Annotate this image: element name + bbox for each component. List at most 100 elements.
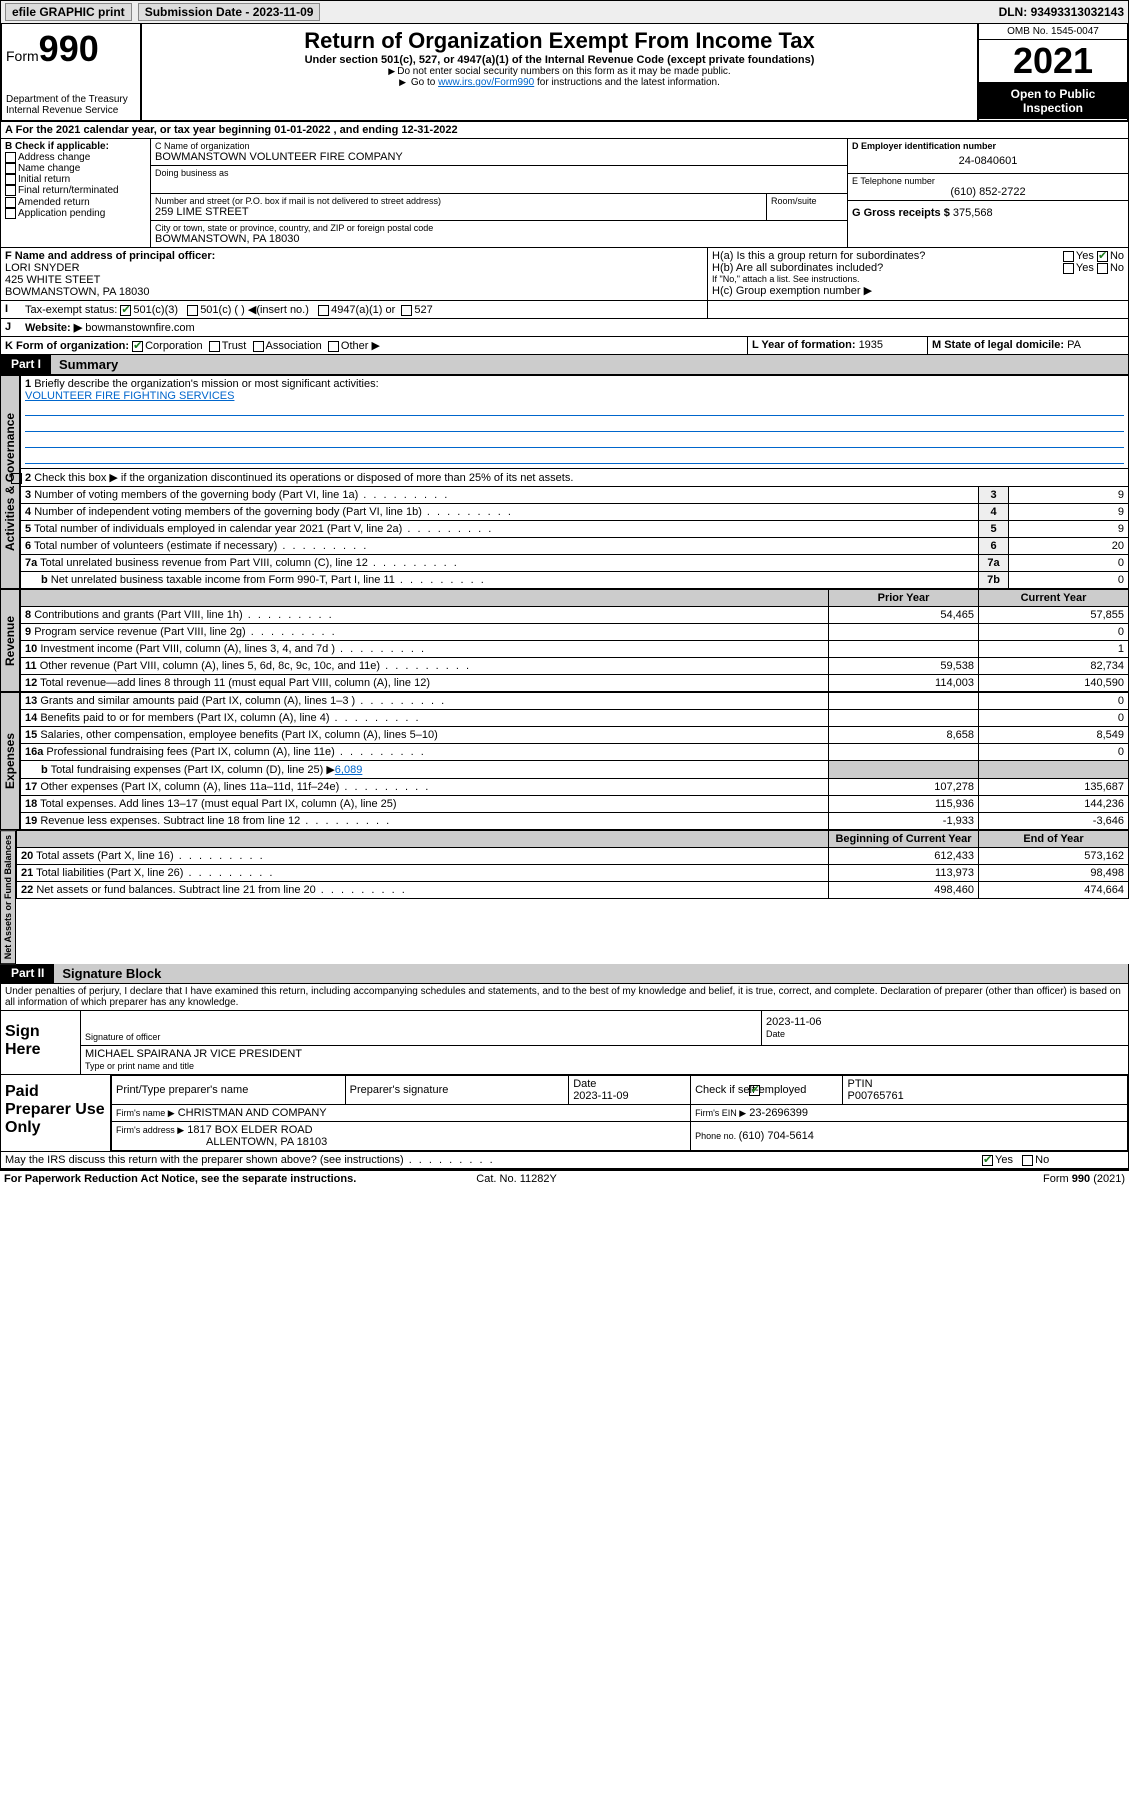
rcv: 98,498	[979, 865, 1129, 882]
rp	[829, 744, 979, 761]
rt: Investment income (Part VIII, column (A)…	[40, 643, 426, 655]
part1-title: Summary	[51, 355, 126, 374]
hc: H(c) Group exemption number ▶	[712, 284, 1124, 297]
ck-corp[interactable]	[132, 341, 143, 352]
ck-501c3[interactable]	[120, 305, 131, 316]
rt: Total number of individuals employed in …	[34, 523, 493, 535]
irs-link[interactable]: www.irs.gov/Form990	[438, 77, 534, 88]
linea-pre: For the 2021 calendar year, or tax year …	[16, 124, 275, 136]
form-label: Form	[6, 48, 39, 64]
box-b-label: B Check if applicable:	[5, 141, 146, 152]
ck-4947[interactable]	[318, 305, 329, 316]
discuss-no[interactable]	[1022, 1155, 1033, 1166]
ha-yes[interactable]	[1063, 251, 1074, 262]
i-o2: 501(c) ( ) ◀(insert no.)	[200, 304, 309, 316]
ck-501c[interactable]	[187, 305, 198, 316]
rp: 498,460	[829, 882, 979, 899]
rt: Other revenue (Part VIII, column (A), li…	[40, 660, 471, 672]
note-link: Go to www.irs.gov/Form990 for instructio…	[146, 77, 973, 88]
ckb-pending[interactable]: Application pending	[5, 208, 146, 219]
top-bar: efile GRAPHIC print Submission Date - 20…	[0, 0, 1129, 24]
l-val: 1935	[859, 339, 883, 351]
rcv: 573,162	[979, 848, 1129, 865]
rt: Net assets or fund balances. Subtract li…	[36, 884, 406, 896]
yes1: Yes	[1076, 250, 1094, 262]
k-o1: Corporation	[145, 340, 202, 352]
no2: No	[1110, 262, 1124, 274]
rc: 6	[979, 538, 1009, 555]
form-title: Return of Organization Exempt From Incom…	[146, 28, 973, 54]
net-section: Net Assets or Fund Balances Beginning of…	[0, 830, 1129, 964]
opt1: Name change	[18, 163, 80, 174]
discuss-q: May the IRS discuss this return with the…	[5, 1154, 495, 1166]
gov-l1: Briefly describe the organization's miss…	[34, 378, 378, 390]
i-label: Tax-exempt status:	[25, 304, 117, 316]
hb-no[interactable]	[1097, 263, 1108, 274]
m-val: PA	[1067, 339, 1081, 351]
rcv: 0	[979, 744, 1129, 761]
signer-name-label: Type or print name and title	[85, 1061, 194, 1071]
rn: 18	[25, 798, 37, 810]
hb: H(b) Are all subordinates included? Yes …	[712, 262, 1124, 274]
j-label: Website: ▶	[25, 322, 82, 334]
discuss-yes[interactable]	[982, 1155, 993, 1166]
ck-discontinued[interactable]	[11, 473, 22, 484]
rp	[829, 693, 979, 710]
rc: 3	[979, 487, 1009, 504]
phone: (610) 852-2722	[852, 186, 1124, 198]
opt4: Amended return	[18, 197, 90, 208]
paid-here: Paid Preparer Use Only	[1, 1075, 111, 1151]
irs-label: Internal Revenue Service	[6, 105, 136, 116]
subdate-btn[interactable]: Submission Date - 2023-11-09	[138, 3, 321, 21]
ck-self[interactable]	[749, 1085, 760, 1096]
ha-no[interactable]	[1097, 251, 1108, 262]
ck-other[interactable]	[328, 341, 339, 352]
rt: Total assets (Part X, line 16)	[36, 850, 265, 862]
ck-527[interactable]	[401, 305, 412, 316]
ckb-initial[interactable]: Initial return	[5, 174, 146, 185]
rt: Total liabilities (Part X, line 26)	[36, 867, 274, 879]
dn: No	[1035, 1154, 1049, 1166]
form-num: 990	[39, 28, 99, 69]
ckb-name[interactable]: Name change	[5, 163, 146, 174]
rn: 14	[25, 712, 37, 724]
page-footer: For Paperwork Reduction Act Notice, see …	[0, 1169, 1129, 1187]
efile-btn[interactable]: efile GRAPHIC print	[5, 3, 132, 21]
gov-row: 3 Number of voting members of the govern…	[21, 487, 1129, 504]
opt3: Final return/terminated	[18, 186, 119, 197]
exp-vlabel: Expenses	[0, 692, 20, 830]
rt: Professional fundraising fees (Part IX, …	[46, 746, 425, 758]
f-label: F Name and address of principal officer:	[5, 250, 703, 262]
rn: 19	[25, 815, 37, 827]
linea-begin: 01-01-2022	[274, 124, 330, 136]
rn: 13	[25, 695, 37, 707]
rn: 17	[25, 781, 37, 793]
ck-assoc[interactable]	[253, 341, 264, 352]
rp: -1,933	[829, 813, 979, 830]
sign-date-label: Date	[766, 1029, 785, 1039]
omb: OMB No. 1545-0047	[979, 24, 1127, 40]
open-public: Open to Public Inspection	[979, 83, 1127, 119]
hb-yes[interactable]	[1063, 263, 1074, 274]
gov-row: b Net unrelated business taxable income …	[21, 572, 1129, 589]
rp: 114,003	[829, 675, 979, 692]
ckb-final[interactable]: Final return/terminated	[5, 185, 146, 196]
rn: 12	[25, 677, 37, 689]
net-row: 21 Total liabilities (Part X, line 26)11…	[17, 865, 1129, 882]
firm-phone-l: Phone no.	[695, 1131, 739, 1141]
firm-phone: (610) 704-5614	[739, 1130, 814, 1142]
prep-date-h: Date	[573, 1078, 596, 1090]
declaration: Under penalties of perjury, I declare th…	[0, 984, 1129, 1011]
rcv: 1	[979, 641, 1129, 658]
officer-name: LORI SNYDER	[5, 262, 703, 274]
ck-trust[interactable]	[209, 341, 220, 352]
part2-bar: Part II Signature Block	[0, 964, 1129, 984]
part1-tab: Part I	[1, 355, 51, 374]
i-o4: 527	[414, 304, 432, 316]
website: bowmanstownfire.com	[85, 322, 194, 334]
ckb-amended[interactable]: Amended return	[5, 197, 146, 208]
rt: Program service revenue (Part VIII, line…	[34, 626, 337, 638]
rc: 7b	[979, 572, 1009, 589]
k-o3: Association	[266, 340, 322, 352]
ckb-address[interactable]: Address change	[5, 152, 146, 163]
